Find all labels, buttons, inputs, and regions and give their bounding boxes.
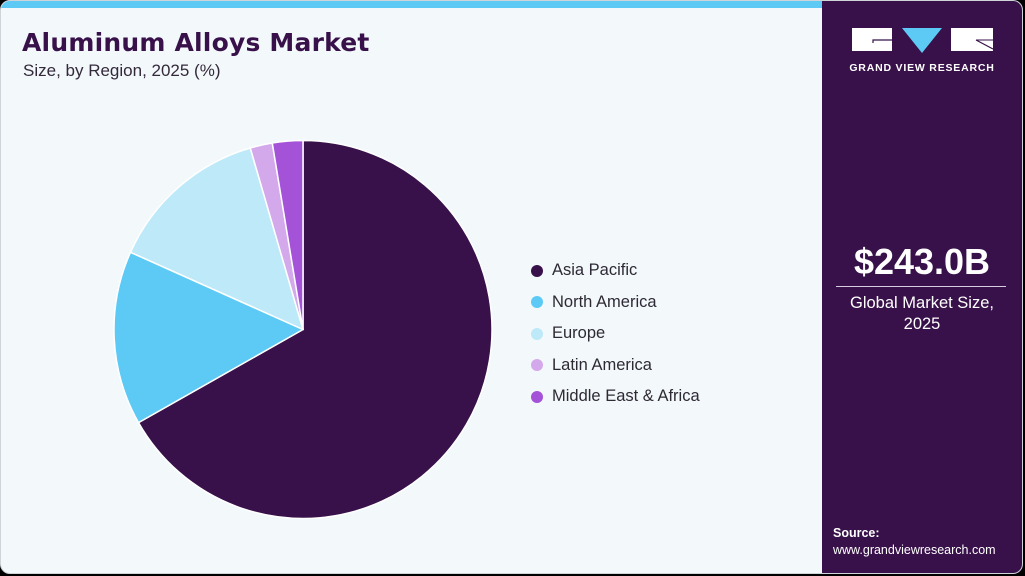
legend-item: Europe bbox=[531, 318, 700, 350]
accent-top-bar bbox=[1, 1, 825, 8]
pie-slice-north-america bbox=[113, 251, 304, 424]
sidebar-panel: GRAND VIEW RESEARCH $243.0B Global Marke… bbox=[822, 1, 1022, 573]
legend-dot-icon bbox=[531, 264, 543, 277]
legend-label: Middle East & Africa bbox=[552, 387, 700, 406]
market-size-value: $243.0B bbox=[853, 241, 991, 282]
legend-label: Latin America bbox=[552, 355, 652, 374]
logo-r-block-icon bbox=[951, 28, 994, 51]
logo-wordmark: GRAND VIEW RESEARCH bbox=[849, 62, 995, 74]
pie-slice-asia-pacific bbox=[137, 139, 493, 520]
pie-slice-middle-east-africa bbox=[271, 139, 304, 331]
pie-chart bbox=[113, 139, 493, 520]
source-label: Source: bbox=[833, 526, 880, 540]
logo-triangle-icon bbox=[902, 28, 942, 53]
legend-dot-icon bbox=[531, 327, 543, 340]
legend-item: North America bbox=[531, 287, 700, 319]
source-link[interactable]: www.grandviewresearch.com bbox=[833, 543, 996, 557]
legend-label: Europe bbox=[552, 324, 606, 343]
pie-slice-europe bbox=[129, 147, 304, 331]
legend-item: Latin America bbox=[531, 350, 700, 382]
market-size-label-line2: 2025 bbox=[903, 315, 941, 333]
grand-view-research-logo bbox=[852, 28, 994, 53]
legend-item: Middle East & Africa bbox=[531, 381, 700, 413]
market-size-label-line1: Global Market Size, bbox=[850, 294, 994, 312]
divider bbox=[836, 286, 1006, 287]
legend-dot-icon bbox=[531, 390, 543, 403]
chart-subtitle: Size, by Region, 2025 (%) bbox=[23, 61, 221, 80]
legend-label: North America bbox=[552, 292, 657, 311]
legend-dot-icon bbox=[531, 296, 543, 309]
chart-legend: Asia Pacific North America Europe Latin Ame… bbox=[531, 255, 700, 413]
legend-dot-icon bbox=[531, 359, 543, 372]
chart-title: Aluminum Alloys Market bbox=[22, 28, 370, 57]
legend-label: Asia Pacific bbox=[552, 261, 638, 280]
logo-g-block-icon bbox=[852, 28, 892, 51]
market-size-label: Global Market Size, 2025 bbox=[822, 293, 1022, 335]
legend-item: Asia Pacific bbox=[531, 255, 700, 287]
